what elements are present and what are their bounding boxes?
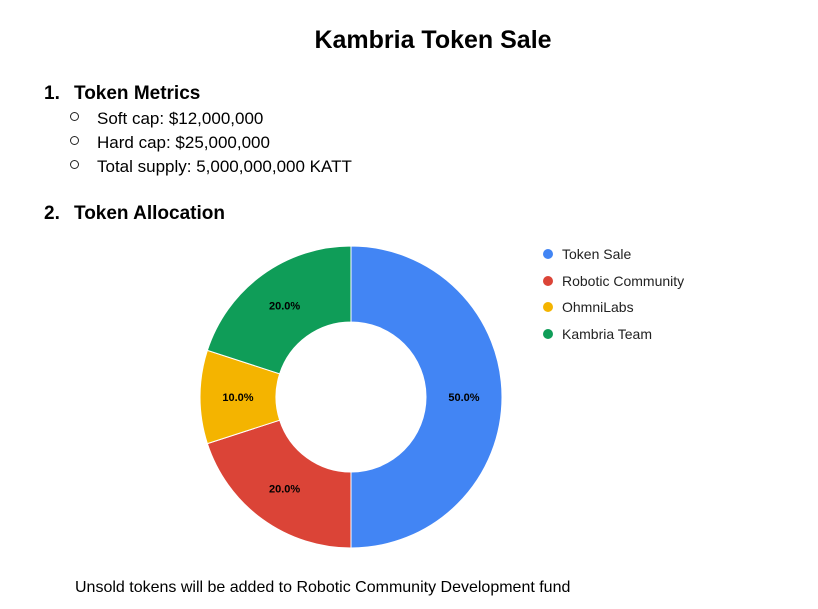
- section-heading-token-metrics: 1. Token Metrics: [44, 83, 200, 105]
- list-item-text: Soft cap: $12,000,000: [97, 109, 264, 128]
- footnote: Unsold tokens will be added to Robotic C…: [75, 579, 571, 596]
- section-number: 1.: [44, 83, 60, 104]
- section-heading-token-allocation: 2. Token Allocation: [44, 203, 225, 225]
- token-metrics-list: Soft cap: $12,000,000 Hard cap: $25,000,…: [70, 107, 352, 179]
- legend-label: OhmniLabs: [562, 299, 634, 315]
- slice-data-label: 20.0%: [269, 301, 300, 313]
- list-item: Total supply: 5,000,000,000 KATT: [70, 155, 352, 179]
- legend-item-robotic-community: Robotic Community: [543, 272, 684, 299]
- donut-slice-kambria-team: [206, 245, 352, 375]
- list-item: Soft cap: $12,000,000: [70, 107, 352, 131]
- slice-data-label: 20.0%: [269, 483, 300, 495]
- legend-swatch: [543, 328, 553, 339]
- donut-slice-robotic-community: [206, 419, 352, 549]
- bullet-circle-icon: [70, 112, 79, 121]
- page-title: Kambria Token Sale: [314, 26, 552, 54]
- section-title: Token Metrics: [74, 83, 201, 104]
- slice-data-label: 50.0%: [448, 392, 479, 404]
- section-title: Token Allocation: [74, 203, 225, 224]
- legend-swatch: [543, 302, 553, 312]
- slice-data-label: 10.0%: [222, 392, 253, 404]
- legend-item-kambria-team: Kambria Team: [543, 325, 684, 352]
- section-number: 2.: [44, 203, 60, 224]
- legend-swatch: [543, 249, 553, 259]
- list-item: Hard cap: $25,000,000: [70, 131, 352, 155]
- donut-slice-token-sale: [350, 245, 503, 549]
- legend-item-token-sale: Token Sale: [543, 245, 684, 272]
- legend-label: Kambria Team: [562, 325, 653, 342]
- bullet-circle-icon: [70, 136, 79, 145]
- bullet-circle-icon: [70, 160, 79, 169]
- legend-swatch: [543, 275, 553, 286]
- list-item-text: Total supply: 5,000,000,000 KATT: [97, 157, 352, 176]
- list-item-text: Hard cap: $25,000,000: [97, 133, 270, 152]
- legend-label: Robotic Community: [562, 272, 685, 289]
- chart-legend: Token Sale Robotic Community OhmniLabs K…: [543, 245, 684, 351]
- legend-item-ohmnilabs: OhmniLabs: [543, 298, 684, 325]
- legend-label: Token Sale: [562, 246, 632, 262]
